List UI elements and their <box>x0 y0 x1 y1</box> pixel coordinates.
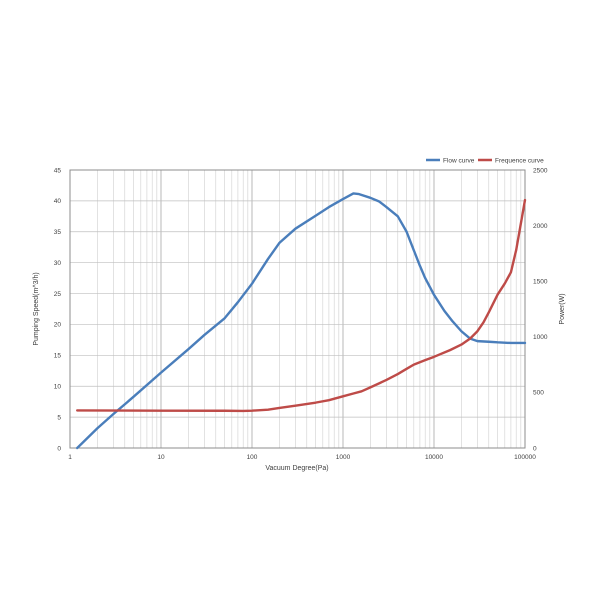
y-tick-label: 40 <box>54 198 62 205</box>
tick-labels: 1 10 100 1000 10000 100000 0 5 10 15 20 25 30 35 40 45 0… <box>54 167 548 461</box>
frequence-curve-line <box>76 198 527 413</box>
y2-tick-label: 1000 <box>533 334 548 341</box>
y2-tick-label: 1500 <box>533 279 548 286</box>
y-tick-label: 0 <box>57 445 61 452</box>
x-tick-label: 100 <box>247 454 258 461</box>
x-axis-label: Vacuum Degree(Pa) <box>265 465 328 472</box>
x-tick-label: 1 <box>68 454 72 461</box>
legend: Flow curve Frequence curve <box>426 158 544 165</box>
x-tick-label: 10 <box>157 454 165 461</box>
y2-tick-label: 2000 <box>533 223 548 230</box>
legend-label-flow: Flow curve <box>443 158 475 165</box>
y-tick-label: 35 <box>54 229 62 236</box>
y-tick-label: 25 <box>54 291 62 298</box>
y2-tick-label: 0 <box>533 445 537 452</box>
x-tick-label: 100000 <box>514 454 536 461</box>
series-layer <box>76 192 527 450</box>
flow-curve-line <box>76 192 527 450</box>
x-tick-label: 10000 <box>425 454 443 461</box>
plot-frame <box>69 169 526 449</box>
y-tick-label: 45 <box>54 167 62 174</box>
x-tick-label: 1000 <box>336 454 351 461</box>
y-tick-label: 30 <box>54 260 62 267</box>
y2-axis-label: Power(W) <box>559 293 566 324</box>
y-axis-label: Pumping Speed(m^3/h) <box>33 272 40 345</box>
y-tick-label: 20 <box>54 322 62 329</box>
y-tick-label: 15 <box>54 353 62 360</box>
y2-tick-label: 2500 <box>533 167 548 174</box>
y2-tick-label: 500 <box>533 390 544 397</box>
y-tick-label: 5 <box>57 414 61 421</box>
y-tick-label: 10 <box>54 384 62 391</box>
legend-label-frequence: Frequence curve <box>495 158 544 165</box>
